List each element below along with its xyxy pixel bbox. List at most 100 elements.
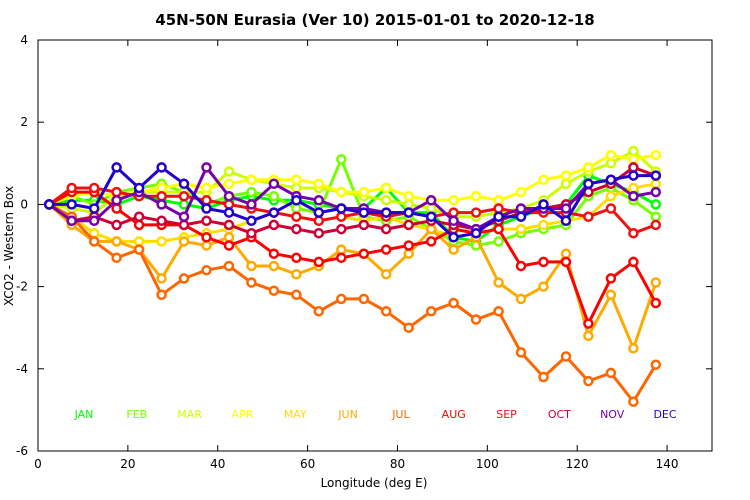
data-point-aug — [380, 244, 392, 255]
legend-label-aug: AUG — [442, 408, 466, 421]
series-line-may — [48, 182, 657, 243]
data-point-sep — [291, 211, 302, 222]
data-point-sep — [88, 182, 100, 194]
data-point-nov — [201, 162, 212, 173]
data-point-jul — [201, 264, 212, 276]
data-point-feb — [268, 190, 280, 202]
data-point-may — [628, 182, 639, 194]
y-tick-label: 4 — [20, 33, 28, 47]
series-line-nov — [48, 165, 657, 231]
data-point-mar — [380, 195, 392, 206]
data-point-dec — [628, 170, 639, 181]
data-point-apr — [380, 182, 392, 194]
data-point-dec — [88, 203, 100, 214]
data-point-nov — [650, 186, 662, 198]
data-point-dec — [223, 207, 235, 218]
data-point-jun — [246, 260, 257, 272]
data-point-jul — [605, 367, 617, 379]
data-point-mar — [425, 203, 437, 214]
data-point-aug — [628, 256, 639, 268]
legend-label-nov: NOV — [600, 408, 625, 421]
data-point-sep — [313, 215, 325, 227]
data-point-nov — [425, 195, 437, 206]
y-tick-label: -6 — [16, 444, 28, 458]
data-point-apr — [201, 182, 212, 194]
data-point-dec — [201, 203, 212, 214]
data-point-sep — [650, 219, 662, 231]
data-point-jul — [493, 306, 504, 317]
data-point-jun — [538, 281, 549, 292]
data-point-apr — [650, 149, 662, 161]
data-point-apr — [628, 153, 639, 165]
data-point-oct — [313, 227, 325, 239]
data-point-jul — [538, 371, 549, 383]
data-point-jun — [448, 244, 459, 255]
data-point-dec — [448, 232, 459, 243]
y-axis-title: XCO2 - Western Box — [2, 186, 16, 306]
data-point-jan — [650, 199, 662, 210]
data-point-jul — [268, 285, 280, 296]
data-point-dec — [43, 199, 55, 210]
data-point-dec — [515, 211, 527, 222]
x-tick-label: 100 — [476, 457, 499, 471]
data-point-dec — [178, 178, 190, 190]
data-point-dec — [156, 162, 167, 173]
data-point-oct — [156, 215, 167, 227]
y-tick-label: -2 — [16, 280, 28, 294]
data-point-apr — [515, 186, 527, 198]
data-point-mar — [560, 178, 572, 190]
series-line-feb — [48, 157, 657, 247]
data-point-apr — [246, 174, 257, 185]
series-line-mar — [48, 149, 657, 219]
data-point-dec — [650, 170, 662, 181]
data-point-sep — [583, 211, 594, 222]
data-point-jun — [650, 277, 662, 288]
data-point-sep — [223, 199, 235, 210]
x-tick-label: 80 — [390, 457, 405, 471]
data-point-jun — [223, 232, 235, 243]
data-point-jul — [88, 236, 100, 247]
data-point-jun — [425, 223, 437, 235]
data-point-jul — [223, 260, 235, 272]
data-point-apr — [156, 182, 167, 194]
data-point-mar — [291, 182, 302, 194]
data-point-apr — [538, 174, 549, 185]
data-point-sep — [470, 207, 482, 218]
data-point-oct — [111, 219, 122, 231]
data-point-sep — [605, 203, 617, 214]
data-point-dec — [403, 207, 414, 218]
series-line-jul — [48, 203, 658, 404]
data-point-apr — [313, 178, 325, 190]
data-point-may — [156, 236, 167, 247]
data-point-jun — [560, 248, 572, 259]
data-point-aug — [425, 236, 437, 247]
data-point-dec — [425, 211, 437, 222]
data-point-apr — [583, 162, 594, 173]
data-point-mar — [628, 145, 639, 157]
data-point-jun — [291, 269, 302, 280]
data-point-dec — [605, 174, 617, 185]
data-point-nov — [515, 203, 527, 214]
data-point-jun — [201, 240, 212, 251]
data-point-dec — [66, 199, 77, 210]
data-point-dec — [380, 207, 392, 218]
data-point-may — [133, 236, 145, 247]
data-point-jul — [425, 306, 437, 317]
data-point-may — [88, 227, 100, 239]
data-point-feb — [336, 153, 347, 165]
data-point-sep — [178, 190, 190, 202]
data-point-jun — [268, 260, 280, 272]
data-point-nov — [268, 178, 280, 190]
data-point-jul — [515, 347, 527, 358]
data-point-sep — [336, 211, 347, 222]
data-point-jun — [380, 269, 392, 280]
data-point-apr — [448, 195, 459, 206]
data-point-jul — [313, 306, 325, 317]
data-point-nov — [628, 190, 639, 202]
data-point-nov — [178, 211, 190, 222]
data-point-jul — [403, 322, 414, 333]
data-point-dec — [493, 211, 504, 222]
data-point-jul — [178, 273, 190, 284]
data-point-sep — [111, 186, 122, 198]
